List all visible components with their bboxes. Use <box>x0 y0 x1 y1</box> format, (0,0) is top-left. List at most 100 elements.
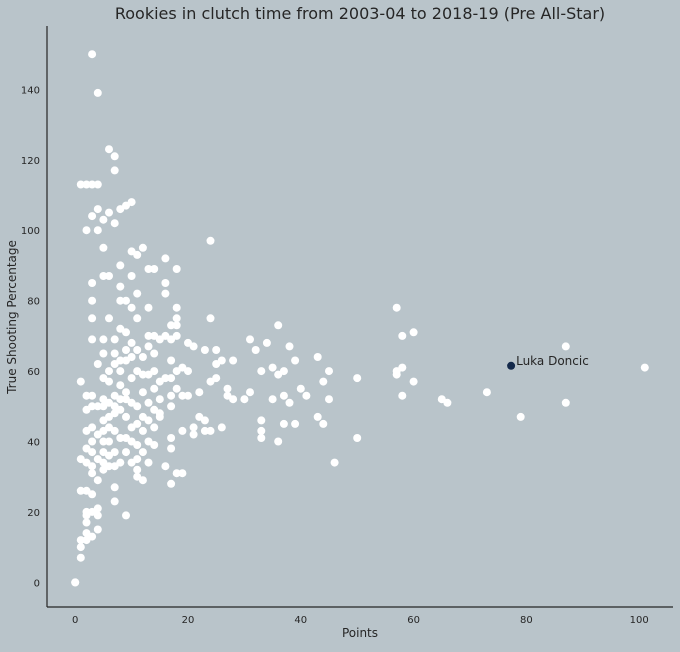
data-point <box>138 388 147 397</box>
data-point <box>167 391 176 400</box>
data-point <box>274 321 283 330</box>
data-point <box>189 342 198 351</box>
y-tick-label: 0 <box>34 578 40 589</box>
data-point <box>122 388 130 397</box>
x-tick-label: 60 <box>407 615 420 626</box>
data-point <box>116 261 125 270</box>
data-point <box>296 384 305 393</box>
data-point <box>110 349 119 358</box>
data-point <box>206 314 215 323</box>
data-point <box>76 536 85 545</box>
data-point <box>144 398 153 407</box>
data-point <box>99 335 108 344</box>
data-point <box>88 402 97 411</box>
data-point <box>392 303 401 312</box>
y-tick-label: 120 <box>21 156 40 167</box>
data-point <box>116 367 125 376</box>
data-point <box>110 448 119 457</box>
data-point <box>105 272 113 280</box>
data-point <box>268 395 277 404</box>
data-point <box>110 497 119 506</box>
data-point <box>561 342 570 351</box>
data-point <box>133 455 142 464</box>
y-tick-label: 40 <box>27 438 40 449</box>
data-point <box>122 448 130 457</box>
data-point <box>223 384 232 393</box>
data-point <box>88 391 97 400</box>
data-point <box>110 335 119 344</box>
data-point <box>291 356 300 365</box>
data-point <box>133 250 142 259</box>
data-point <box>99 272 108 280</box>
x-tick-label: 100 <box>630 615 649 626</box>
data-point <box>313 412 322 421</box>
data-point <box>116 395 125 404</box>
data-point <box>155 412 164 421</box>
data-point <box>398 391 407 400</box>
data-point <box>133 289 142 298</box>
data-point <box>122 511 130 520</box>
data-point <box>133 346 142 354</box>
data-point <box>279 391 288 400</box>
data-point <box>251 346 260 354</box>
data-point <box>150 367 159 376</box>
data-point <box>178 391 187 400</box>
data-point <box>76 543 85 552</box>
data-point <box>302 391 311 400</box>
data-point <box>82 518 91 527</box>
data-point <box>93 360 102 368</box>
data-point <box>144 458 153 467</box>
data-point <box>93 205 102 214</box>
data-point <box>167 479 176 488</box>
data-point <box>76 377 85 386</box>
data-point <box>178 469 187 478</box>
data-point <box>229 395 238 404</box>
data-point <box>116 381 125 390</box>
data-point <box>172 321 181 330</box>
data-point <box>161 374 170 383</box>
data-point <box>116 282 125 291</box>
data-point <box>285 342 294 351</box>
data-point <box>172 331 181 340</box>
data-point <box>138 426 147 435</box>
data-point <box>88 448 97 457</box>
x-tick-label: 80 <box>520 615 533 626</box>
data-point <box>99 243 108 252</box>
data-point <box>268 363 277 372</box>
data-point <box>93 504 102 513</box>
y-tick-label: 80 <box>27 297 40 308</box>
data-point <box>161 254 170 263</box>
data-point <box>88 437 97 446</box>
data-point <box>122 412 130 421</box>
data-point <box>409 328 418 337</box>
data-point <box>93 226 102 235</box>
data-point <box>82 226 91 235</box>
data-point <box>212 346 221 354</box>
data-point <box>99 437 108 446</box>
data-point <box>167 374 176 383</box>
data-point <box>122 346 130 354</box>
data-point <box>482 388 491 397</box>
data-point <box>167 402 176 411</box>
y-axis-label: True Shooting Percentage <box>5 240 19 395</box>
data-point <box>93 402 102 411</box>
data-point <box>150 441 159 449</box>
data-point <box>105 208 113 217</box>
data-point <box>144 265 153 273</box>
data-point <box>353 374 362 383</box>
data-point <box>99 349 108 358</box>
data-point <box>178 426 187 435</box>
data-point <box>133 441 142 449</box>
data-point <box>133 419 142 428</box>
data-point <box>133 465 142 474</box>
data-point <box>398 331 407 340</box>
data-point <box>150 423 159 432</box>
data-point <box>409 377 418 386</box>
data-point <box>155 395 164 404</box>
data-point <box>105 437 113 446</box>
data-point <box>189 423 198 432</box>
data-point <box>88 279 97 287</box>
data-point <box>105 367 113 376</box>
data-point <box>76 553 85 562</box>
data-point <box>122 328 130 337</box>
